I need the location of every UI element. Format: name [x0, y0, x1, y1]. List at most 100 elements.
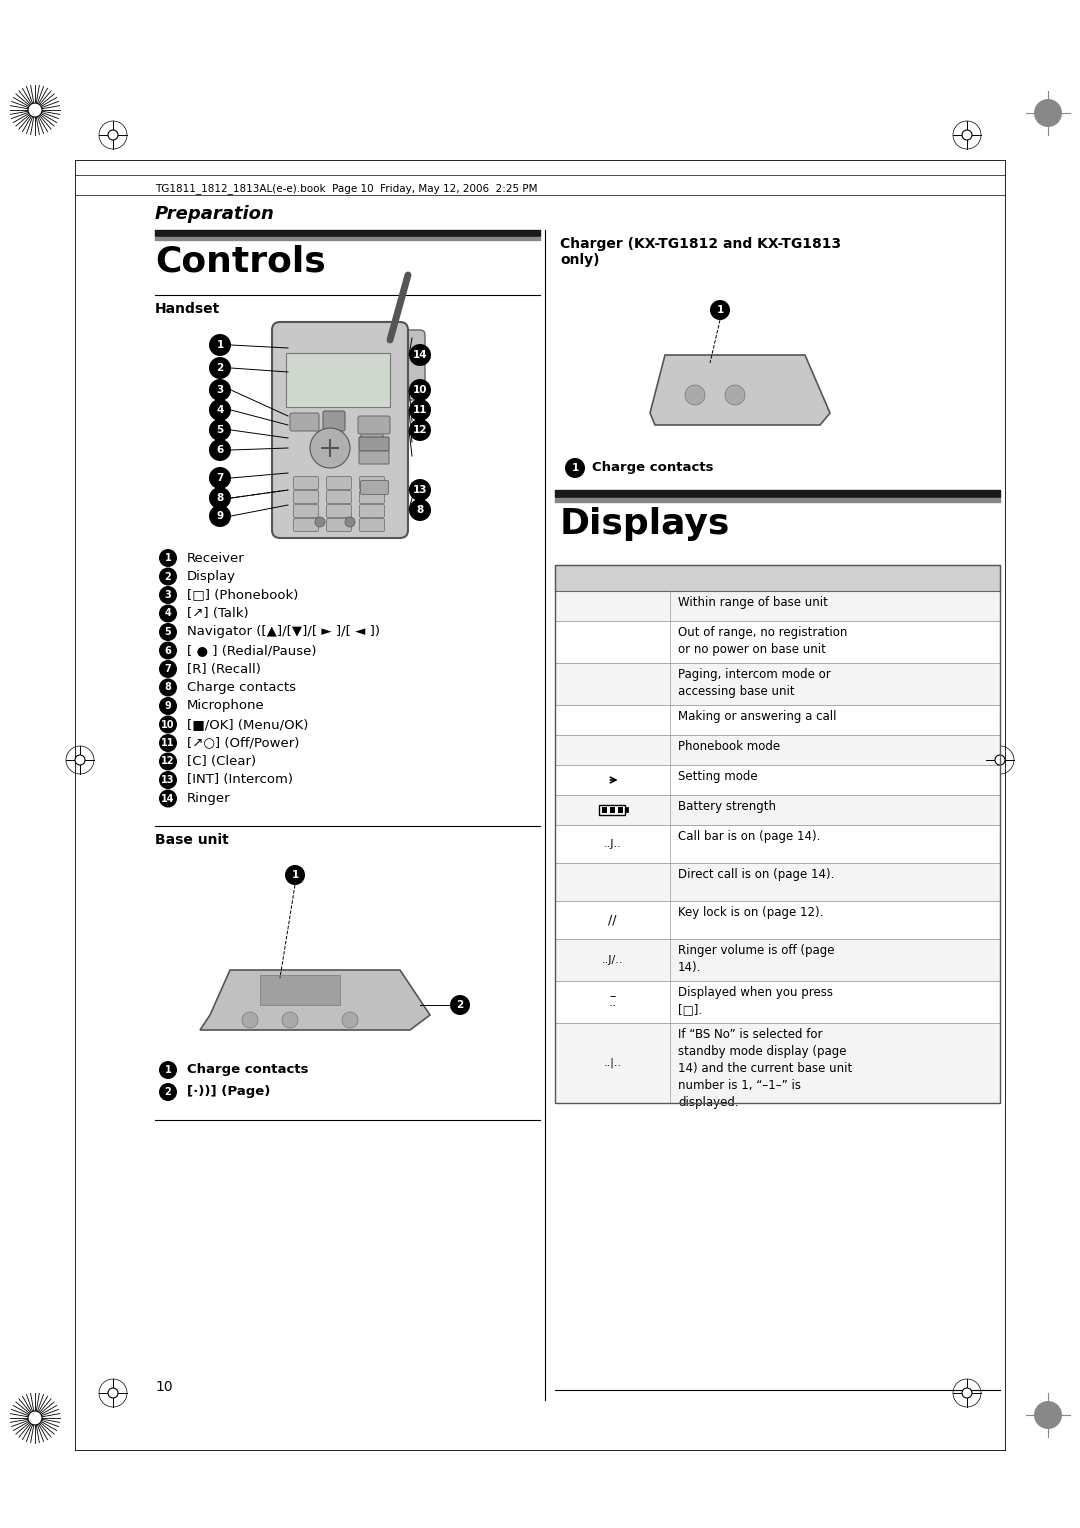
Text: [C] (Clear): [C] (Clear) — [187, 755, 256, 769]
Text: 2: 2 — [457, 999, 463, 1010]
Circle shape — [159, 549, 177, 567]
Text: Direct call is on (page 14).: Direct call is on (page 14). — [678, 868, 835, 882]
Text: 4: 4 — [164, 608, 172, 619]
FancyBboxPatch shape — [294, 518, 319, 532]
Text: 7: 7 — [216, 474, 224, 483]
Text: Out of range, no registration
or no power on base unit: Out of range, no registration or no powe… — [678, 626, 848, 656]
Text: [R] (Recall): [R] (Recall) — [187, 663, 261, 675]
Text: Controls: Controls — [156, 244, 326, 280]
Circle shape — [159, 790, 177, 807]
Text: 9: 9 — [216, 510, 224, 521]
Text: [□] (Phonebook): [□] (Phonebook) — [187, 588, 298, 602]
Circle shape — [210, 487, 231, 509]
Bar — [555, 863, 1000, 902]
Bar — [555, 620, 1000, 663]
Circle shape — [159, 733, 177, 752]
Polygon shape — [650, 354, 831, 425]
Text: 10: 10 — [413, 385, 428, 396]
Text: 1: 1 — [292, 869, 299, 880]
Circle shape — [159, 772, 177, 788]
Text: 3: 3 — [164, 590, 172, 601]
Circle shape — [1034, 99, 1062, 127]
Text: 2: 2 — [164, 571, 172, 582]
Text: Microphone: Microphone — [187, 700, 265, 712]
Bar — [624, 807, 627, 811]
Text: Icons: Icons — [593, 571, 632, 585]
Circle shape — [210, 358, 231, 379]
Text: 13: 13 — [161, 775, 175, 785]
Circle shape — [210, 419, 231, 442]
Text: 6: 6 — [164, 645, 172, 656]
FancyBboxPatch shape — [359, 437, 389, 451]
Text: Ringer: Ringer — [187, 792, 231, 805]
FancyBboxPatch shape — [272, 322, 408, 538]
Polygon shape — [260, 975, 340, 1005]
Text: 14: 14 — [161, 793, 175, 804]
Circle shape — [159, 587, 177, 604]
Circle shape — [210, 379, 231, 400]
Text: Phonebook mode: Phonebook mode — [678, 740, 780, 753]
Bar — [555, 902, 1000, 940]
Circle shape — [342, 1012, 357, 1028]
Bar — [555, 591, 1000, 620]
FancyBboxPatch shape — [357, 416, 390, 434]
Text: If “BS No” is selected for
standby mode display (page
14) and the current base u: If “BS No” is selected for standby mode … — [678, 1028, 852, 1109]
Text: Key lock is on (page 12).: Key lock is on (page 12). — [678, 906, 823, 918]
Bar — [555, 565, 1000, 1103]
Circle shape — [159, 1060, 177, 1079]
FancyBboxPatch shape — [294, 504, 319, 518]
Circle shape — [159, 678, 177, 697]
Bar — [555, 663, 1000, 704]
Circle shape — [159, 1083, 177, 1102]
Circle shape — [210, 399, 231, 422]
FancyBboxPatch shape — [326, 504, 351, 518]
FancyBboxPatch shape — [360, 504, 384, 518]
Circle shape — [210, 468, 231, 489]
Text: 6: 6 — [216, 445, 224, 455]
Text: 14: 14 — [413, 350, 428, 361]
Text: Handset: Handset — [156, 303, 220, 316]
FancyBboxPatch shape — [326, 490, 351, 504]
Circle shape — [710, 299, 730, 319]
Text: Ringer volume is off (page
14).: Ringer volume is off (page 14). — [678, 944, 835, 973]
FancyBboxPatch shape — [555, 565, 1000, 591]
Text: ··: ·· — [608, 1001, 617, 1013]
Text: [↗○] (Off/Power): [↗○] (Off/Power) — [187, 736, 299, 750]
Circle shape — [450, 995, 470, 1015]
Text: Charge contacts: Charge contacts — [187, 1063, 309, 1077]
Circle shape — [409, 344, 431, 367]
Bar — [555, 825, 1000, 863]
FancyBboxPatch shape — [359, 451, 389, 465]
Text: Setting mode: Setting mode — [678, 770, 758, 782]
Text: //: // — [608, 914, 617, 926]
Text: 2: 2 — [216, 364, 224, 373]
Circle shape — [409, 419, 431, 442]
Text: ..J..: ..J.. — [604, 839, 621, 850]
Text: 8: 8 — [417, 504, 423, 515]
Polygon shape — [200, 970, 430, 1030]
Text: Within range of base unit: Within range of base unit — [678, 596, 828, 610]
Circle shape — [159, 567, 177, 585]
Text: Base unit: Base unit — [156, 833, 229, 847]
Text: 10: 10 — [156, 1380, 173, 1394]
Text: TG1811_1812_1813AL(e-e).book  Page 10  Friday, May 12, 2006  2:25 PM: TG1811_1812_1813AL(e-e).book Page 10 Fri… — [156, 183, 538, 194]
FancyBboxPatch shape — [361, 480, 389, 495]
Circle shape — [242, 1012, 258, 1028]
FancyBboxPatch shape — [323, 411, 345, 431]
Bar — [555, 795, 1000, 825]
Circle shape — [159, 642, 177, 660]
Circle shape — [685, 385, 705, 405]
Text: 7: 7 — [164, 665, 172, 674]
Circle shape — [108, 130, 118, 141]
Text: only): only) — [561, 254, 599, 267]
Text: [·))] (Page): [·))] (Page) — [187, 1085, 270, 1099]
Text: 1: 1 — [216, 341, 224, 350]
Text: Battery strength: Battery strength — [678, 801, 777, 813]
Bar — [555, 1024, 1000, 1103]
Text: Preparation: Preparation — [156, 205, 275, 223]
Text: 11: 11 — [413, 405, 428, 416]
Text: [↗] (Talk): [↗] (Talk) — [187, 607, 248, 620]
Circle shape — [409, 379, 431, 400]
Circle shape — [159, 752, 177, 770]
Circle shape — [285, 865, 305, 885]
